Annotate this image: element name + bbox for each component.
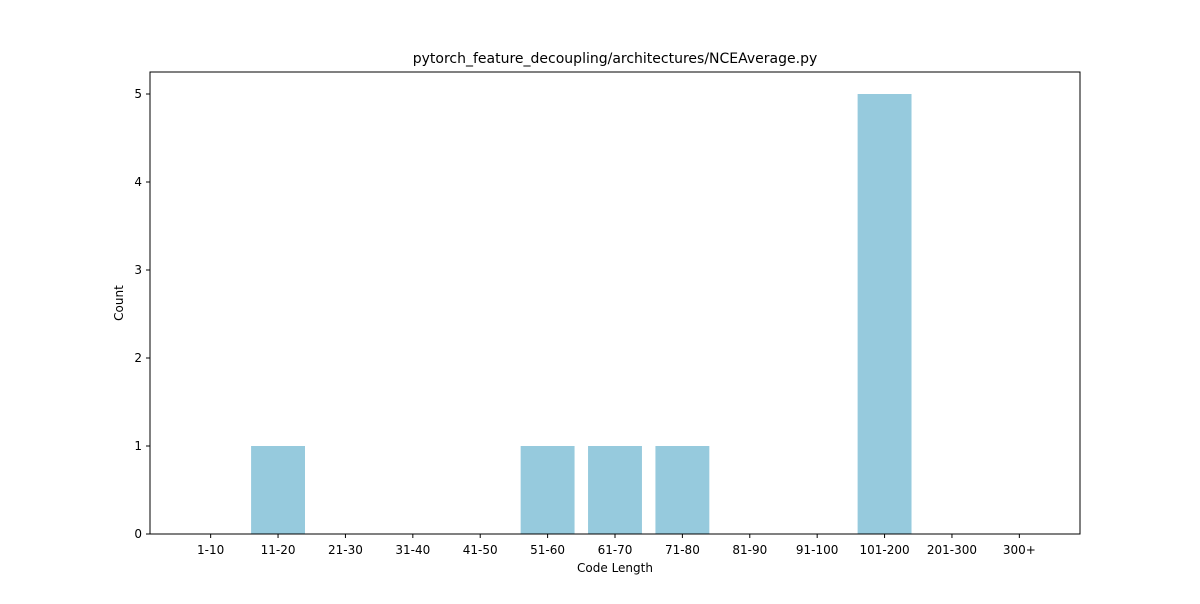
x-tick-label: 201-300 — [927, 543, 977, 557]
y-axis-label: Count — [112, 285, 126, 321]
bar-101-200 — [857, 94, 912, 534]
y-tick-label: 3 — [134, 263, 142, 277]
y-tick-label: 2 — [134, 351, 142, 365]
x-tick-label: 31-40 — [395, 543, 430, 557]
x-tick-label: 91-100 — [796, 543, 839, 557]
bar-11-20 — [251, 446, 305, 534]
y-tick-label: 4 — [134, 175, 142, 189]
x-tick-label: 81-90 — [732, 543, 767, 557]
x-tick-label: 71-80 — [665, 543, 700, 557]
bar-61-70 — [588, 446, 642, 534]
x-axis-label: Code Length — [577, 561, 653, 575]
x-tick-label: 21-30 — [328, 543, 363, 557]
bar-51-60 — [520, 446, 575, 534]
y-tick-label: 1 — [134, 439, 142, 453]
x-tick-label: 11-20 — [261, 543, 296, 557]
x-tick-label: 101-200 — [859, 543, 909, 557]
x-tick-label: 1-10 — [197, 543, 224, 557]
chart-title: pytorch_feature_decoupling/architectures… — [413, 51, 818, 67]
x-axis-ticks: 1-10 11-20 21-30 31-40 41-50 51-60 61-70 71-80 8… — [197, 534, 1036, 557]
x-tick-label: 41-50 — [463, 543, 498, 557]
y-axis-ticks: 0 1 2 3 4 5 — [134, 87, 150, 541]
x-tick-label: 51-60 — [530, 543, 565, 557]
y-tick-label: 5 — [134, 87, 142, 101]
bar-71-80 — [655, 446, 710, 534]
x-tick-label: 61-70 — [598, 543, 633, 557]
x-tick-label: 300+ — [1003, 543, 1036, 557]
y-tick-label: 0 — [134, 527, 142, 541]
bars-group — [251, 94, 912, 534]
